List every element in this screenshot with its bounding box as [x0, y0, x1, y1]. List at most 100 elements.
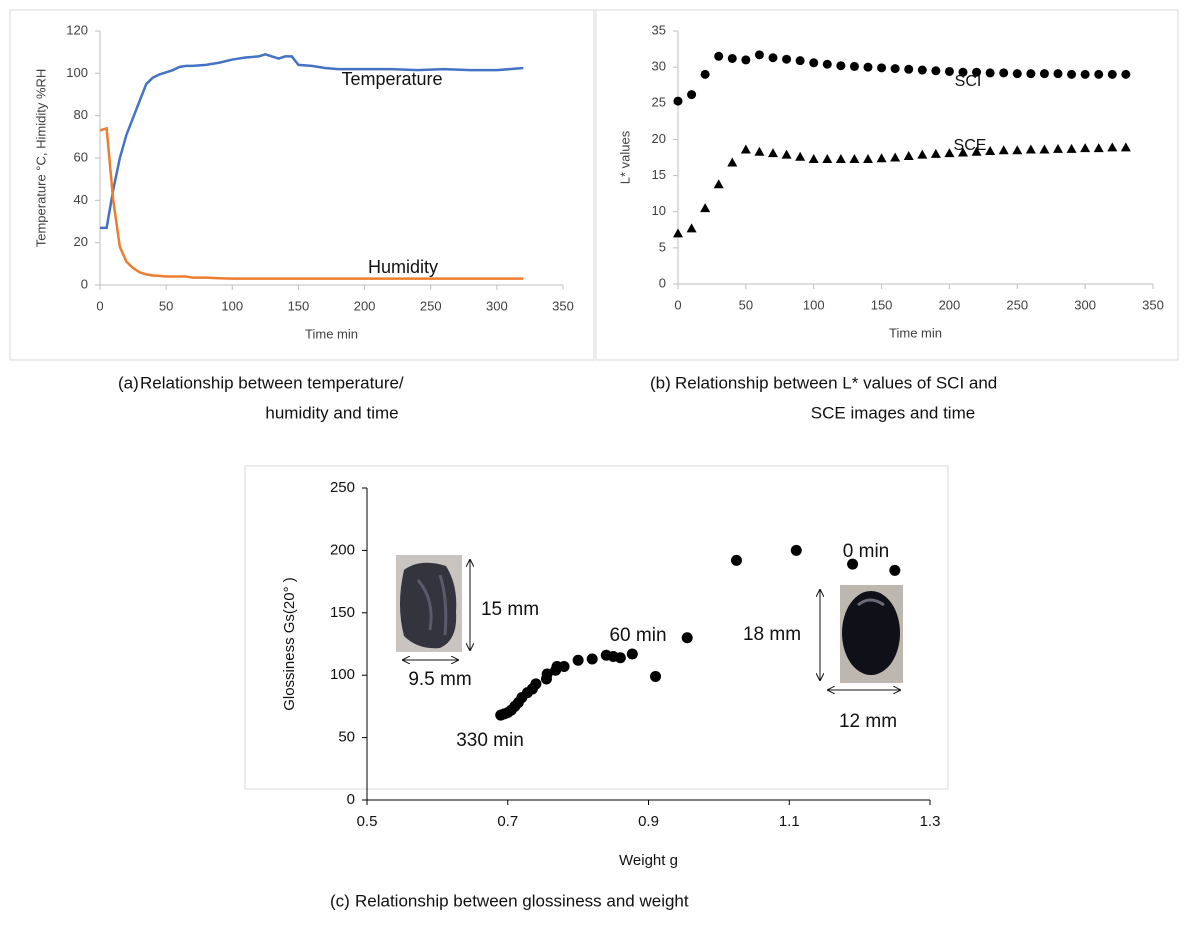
data-point — [1121, 69, 1131, 79]
x-axis-title: Time min — [305, 326, 358, 341]
data-point — [768, 148, 778, 158]
x-tick-label: 250 — [420, 298, 442, 313]
data-point — [700, 69, 710, 79]
x-tick-label: 350 — [552, 298, 574, 313]
data-point — [1039, 69, 1049, 79]
data-point — [650, 670, 662, 682]
data-point — [849, 61, 859, 71]
annotation: 9.5 mm — [408, 669, 471, 690]
data-point — [741, 55, 751, 65]
y-tick-label: 0 — [347, 791, 355, 808]
data-point — [1120, 142, 1131, 152]
x-axis-title: Weight g — [619, 852, 678, 869]
y-tick-label: 80 — [74, 107, 88, 122]
data-point — [1107, 142, 1118, 152]
caption: humidity and time — [265, 403, 398, 422]
annotation: Humidity — [368, 257, 438, 277]
data-point — [972, 67, 982, 77]
y-tick-label: 60 — [74, 149, 88, 164]
data-point — [754, 50, 764, 60]
annotation: Temperature — [341, 69, 442, 89]
y-tick-label: 50 — [338, 729, 355, 746]
x-axis-title: Time min — [889, 325, 942, 340]
y-tick-label: 100 — [330, 666, 355, 683]
data-point — [673, 96, 683, 106]
data-point — [681, 632, 693, 644]
x-tick-label: 0 — [96, 298, 103, 313]
data-point — [1025, 144, 1036, 154]
data-point — [1080, 69, 1090, 79]
annotation: 15 mm — [481, 599, 539, 620]
data-point — [863, 62, 873, 72]
data-point — [1053, 143, 1063, 153]
data-point — [931, 66, 941, 76]
data-point — [795, 151, 806, 161]
data-point — [700, 203, 711, 213]
data-point — [550, 664, 562, 676]
data-point — [876, 153, 887, 163]
x-tick-label: 0.5 — [357, 813, 378, 830]
data-point — [1066, 143, 1077, 153]
data-point — [730, 554, 742, 566]
data-point — [495, 709, 507, 721]
data-point — [808, 153, 819, 163]
y-tick-label: 250 — [330, 479, 355, 496]
y-tick-label: 40 — [74, 192, 88, 207]
y-tick-label: 150 — [330, 604, 355, 621]
x-tick-label: 150 — [288, 298, 310, 313]
y-tick-label: 20 — [74, 234, 88, 249]
panel-frame — [244, 465, 949, 790]
panel-frame — [595, 9, 1179, 361]
data-point — [890, 64, 900, 74]
data-point — [586, 653, 598, 665]
data-point — [985, 145, 996, 155]
data-point — [944, 148, 955, 158]
data-point — [781, 149, 792, 159]
data-point — [686, 223, 697, 233]
data-line — [99, 126, 524, 280]
x-tick-label: 150 — [871, 297, 893, 312]
data-point — [600, 649, 612, 661]
y-tick-label: 120 — [66, 22, 88, 37]
y-tick-label: 30 — [652, 59, 666, 74]
data-point — [782, 54, 792, 64]
data-point — [754, 146, 765, 156]
data-point — [768, 53, 778, 63]
x-tick-label: 200 — [939, 297, 961, 312]
x-tick-label: 100 — [803, 297, 825, 312]
data-point — [1053, 69, 1063, 79]
y-tick-label: 35 — [652, 22, 666, 37]
panel-frame — [9, 9, 595, 361]
data-point — [999, 68, 1009, 78]
data-point — [1026, 69, 1036, 79]
caption-label: (c) — [330, 891, 350, 910]
y-tick-label: 10 — [652, 203, 666, 218]
y-axis-title: Glossiness Gs(20° ) — [281, 577, 298, 711]
data-point — [930, 148, 941, 158]
annotation: SCI — [955, 73, 982, 90]
data-point — [1067, 69, 1077, 79]
data-point — [904, 64, 914, 74]
data-point — [889, 564, 901, 576]
y-tick-label: 15 — [652, 167, 666, 182]
x-tick-label: 1.1 — [779, 813, 800, 830]
data-point — [713, 179, 724, 189]
annotation: 12 mm — [839, 711, 897, 732]
data-point — [790, 544, 802, 556]
data-point — [1094, 69, 1104, 79]
data-point — [822, 59, 832, 69]
data-point — [836, 61, 846, 71]
data-point — [809, 58, 819, 68]
caption: Relationship between glossiness and weig… — [355, 891, 689, 910]
data-point — [890, 152, 901, 162]
x-tick-label: 250 — [1006, 297, 1028, 312]
caption: Relationship between L* values of SCI an… — [675, 373, 997, 392]
data-point — [998, 145, 1009, 155]
data-point — [903, 151, 914, 161]
data-point — [917, 149, 928, 159]
annotation: 18 mm — [743, 624, 801, 645]
data-point — [944, 66, 954, 76]
caption-label: (a) — [118, 373, 139, 392]
x-tick-label: 350 — [1142, 297, 1164, 312]
